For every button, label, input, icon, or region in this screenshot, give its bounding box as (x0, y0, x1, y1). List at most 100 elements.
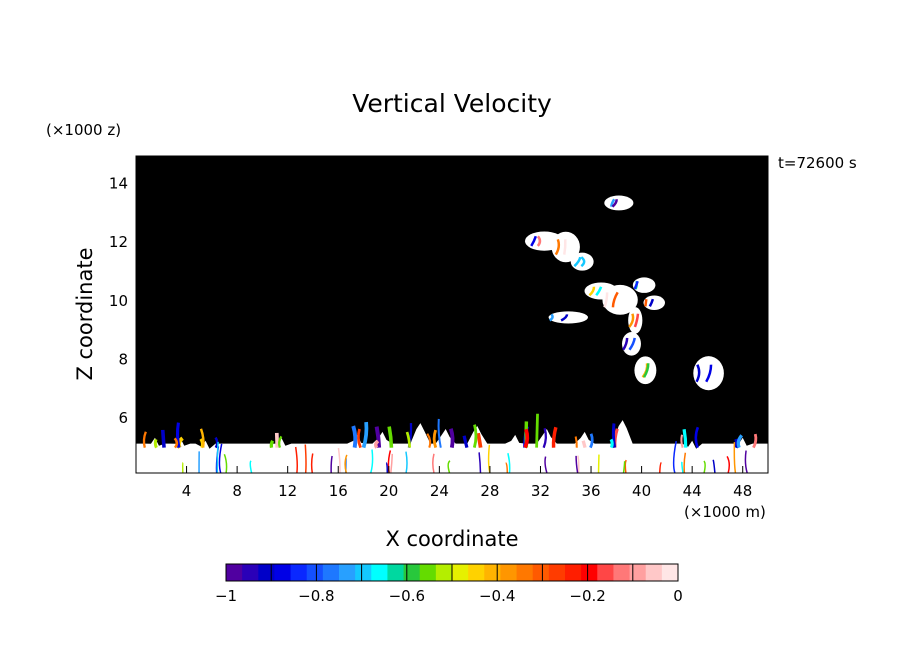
velocity-contour (549, 313, 554, 322)
velocity-contour (337, 447, 341, 473)
y-tick-label: 12 (109, 233, 128, 251)
x-tick-label: 16 (329, 482, 348, 500)
velocity-contour (611, 423, 617, 448)
colorbar-tick-label: −0.4 (479, 587, 515, 605)
x-axis-ticks: 4 8 12 16 20 24 28 32 36 40 44 48 (182, 156, 752, 500)
velocity-contour (476, 432, 483, 448)
velocity-contour (628, 337, 636, 351)
velocity-contour (589, 433, 594, 449)
velocity-contour (426, 433, 432, 449)
velocity-contour (447, 460, 451, 473)
velocity-contour (672, 440, 677, 473)
velocity-contour (390, 453, 394, 473)
velocity-contour (277, 435, 283, 449)
colorbar-cell (226, 564, 243, 581)
velocity-contour (218, 443, 223, 473)
colorbar-cell (548, 564, 566, 581)
velocity-contour (432, 453, 435, 473)
velocity-contour (581, 440, 587, 449)
colorbar-cell (306, 564, 324, 581)
updraft-patch (604, 195, 634, 211)
velocity-contour (304, 444, 307, 473)
velocity-contour (577, 455, 580, 473)
colorbar-cell (419, 564, 437, 581)
velocity-contour (361, 421, 369, 449)
x-tick-label: 20 (379, 482, 398, 500)
x-tick-label: 36 (581, 482, 600, 500)
velocity-contour (694, 426, 700, 449)
velocity-contour (595, 286, 603, 297)
velocity-contour (249, 460, 253, 473)
plot-frame (135, 155, 769, 474)
x-tick-label: 8 (232, 482, 242, 500)
colorbar-cell (290, 564, 308, 581)
velocity-contour (199, 428, 205, 448)
velocity-contour (695, 364, 701, 383)
colorbar-cell (532, 564, 550, 581)
colorbar-cell (355, 564, 372, 581)
velocity-contour (642, 363, 650, 378)
velocity-contour (658, 461, 662, 473)
velocity-contour (744, 450, 748, 473)
velocity-contour (544, 456, 548, 473)
colorbar-tick-label: 0 (673, 587, 683, 605)
velocity-contour (574, 436, 578, 448)
x-unit-label: (×1000 m) (684, 503, 766, 521)
velocity-contour (726, 456, 731, 473)
velocity-contour (507, 452, 511, 473)
velocity-contour (530, 235, 538, 247)
velocity-contour (351, 425, 358, 448)
y-axis-label: Z coordinate (73, 247, 97, 380)
velocity-contour (680, 434, 684, 448)
velocity-contour (405, 431, 412, 448)
plot-background (136, 156, 768, 473)
velocity-contour (432, 429, 438, 449)
velocity-contour (563, 239, 567, 255)
time-label: t=72600 s (778, 154, 857, 172)
velocity-contour (633, 280, 639, 290)
velocity-field (136, 195, 768, 473)
y-axis-ticks: 6 8 10 12 14 (109, 174, 143, 427)
velocity-contour (160, 429, 166, 448)
velocity-contour (462, 435, 469, 449)
y-tick-label: 10 (109, 292, 128, 310)
colorbar-frame (225, 563, 679, 582)
velocity-contour (374, 426, 382, 448)
colorbar-cell (403, 564, 421, 581)
colorbar-cell (565, 564, 582, 581)
velocity-contour (472, 424, 478, 449)
velocity-contour (736, 434, 743, 449)
y-tick-label: 8 (118, 351, 128, 369)
velocity-contour (536, 235, 542, 247)
velocity-contour (648, 298, 655, 307)
velocity-contour (580, 256, 586, 268)
colorbar-tick-label: −0.2 (569, 587, 605, 605)
x-tick-label: 32 (531, 482, 550, 500)
velocity-contour (573, 256, 582, 268)
colorbar-cell (484, 564, 501, 581)
x-tick-label: 4 (182, 482, 192, 500)
colorbar-cell (339, 564, 356, 581)
velocity-contour (560, 314, 569, 322)
colorbar-cell (468, 564, 485, 581)
velocity-contour (624, 459, 627, 473)
velocity-contour (633, 313, 640, 328)
y-tick-label: 14 (109, 174, 128, 192)
x-tick-label: 48 (733, 482, 752, 500)
x-tick-label: 28 (480, 482, 499, 500)
colorbar-cell (435, 564, 453, 581)
velocity-contour (733, 442, 737, 473)
velocity-contour (611, 291, 619, 308)
velocity-contour (588, 286, 596, 297)
velocity-contour (542, 427, 548, 449)
x-tick-label: 12 (278, 482, 297, 500)
velocity-contour (575, 455, 579, 473)
updraft-patch (628, 307, 643, 334)
velocity-contour (551, 426, 558, 448)
velocity-contour (752, 433, 758, 449)
velocity-contour (712, 459, 716, 473)
velocity-contour (330, 455, 333, 473)
colorbar-cell (613, 564, 631, 581)
x-axis-label: X coordinate (385, 527, 518, 551)
